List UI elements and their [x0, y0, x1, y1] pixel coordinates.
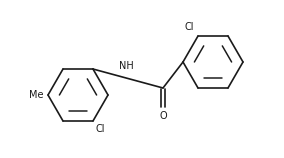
Text: NH: NH — [119, 61, 133, 70]
Text: O: O — [159, 111, 167, 121]
Text: Cl: Cl — [95, 124, 105, 134]
Text: Me: Me — [30, 90, 44, 100]
Text: Cl: Cl — [185, 22, 194, 32]
